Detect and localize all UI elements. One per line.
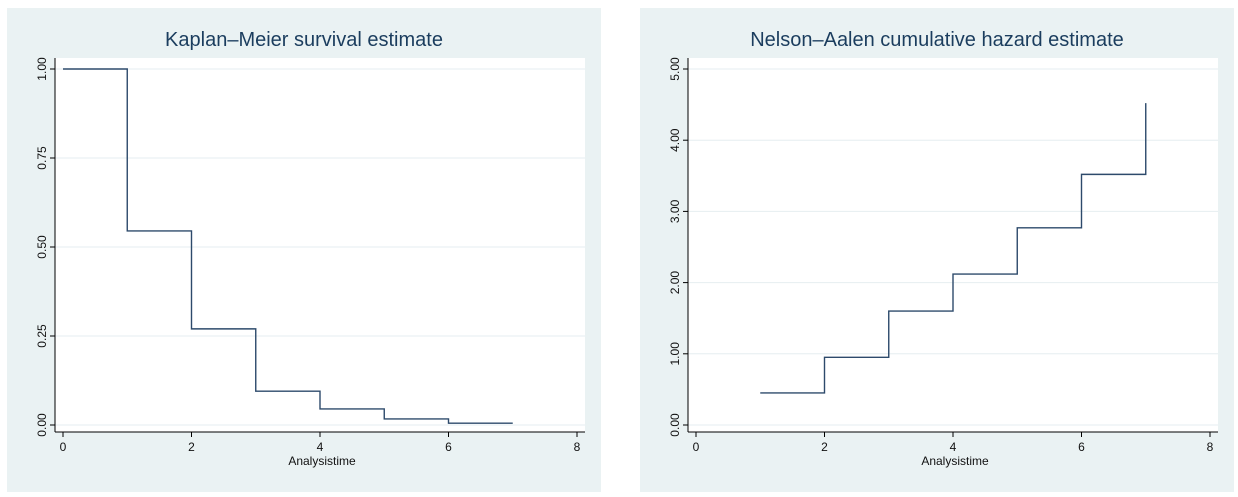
x-tick-label: 0: [60, 440, 67, 454]
y-tick-label: 3.00: [668, 199, 682, 223]
x-tick-label: 8: [574, 440, 581, 454]
y-tick-label: 1.00: [35, 57, 49, 81]
y-tick-label: 0.75: [35, 146, 49, 170]
y-tick-label: 0.50: [35, 235, 49, 259]
x-tick-label: 6: [445, 440, 452, 454]
plot-area: [688, 58, 1218, 432]
x-tick-label: 6: [1078, 440, 1085, 454]
y-tick-label: 0.00: [668, 413, 682, 437]
x-tick-label: 2: [188, 440, 195, 454]
x-tick-label: 2: [821, 440, 828, 454]
km-chart-panel: Kaplan–Meier survival estimate 0.00 0.25 0…: [7, 8, 601, 492]
y-tick-label: 1.00: [668, 342, 682, 366]
x-tick-label: 4: [317, 440, 324, 454]
x-axis-title: Analysistime: [921, 454, 989, 468]
y-tick-label: 2.00: [668, 271, 682, 295]
x-tick-label: 0: [693, 440, 700, 454]
x-tick-label: 8: [1207, 440, 1214, 454]
km-chart-svg: 0.00 0.25 0.50 0.75 1.00 0 2 4 6 8 Analysistime: [7, 8, 601, 492]
x-axis-title: Analysistime: [288, 454, 356, 468]
y-tick-label: 4.00: [668, 128, 682, 152]
x-tick-label: 4: [950, 440, 957, 454]
y-tick-label: 0.25: [35, 324, 49, 348]
na-chart-svg: 0.00 1.00 2.00 3.00 4.00 5.00 0 2 4 6 8 Analysistim…: [640, 8, 1234, 492]
y-tick-label: 5.00: [668, 57, 682, 81]
na-chart-panel: Nelson–Aalen cumulative hazard estimate …: [640, 8, 1234, 492]
plot-area: [55, 58, 585, 432]
y-tick-label: 0.00: [35, 413, 49, 437]
